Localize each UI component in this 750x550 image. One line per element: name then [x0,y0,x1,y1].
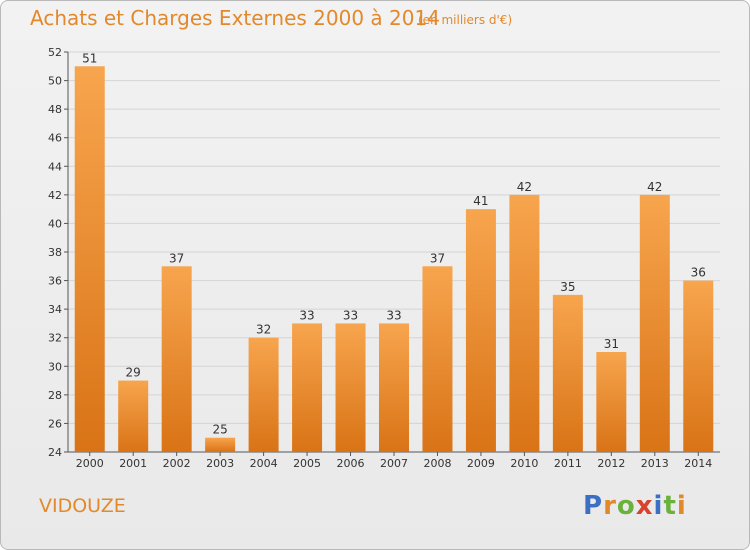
chart-title: Achats et Charges Externes 2000 à 2014 [30,6,440,30]
bar-2010 [509,194,540,452]
x-tick-label: 2010 [510,457,538,470]
x-tick-label: 2000 [76,457,104,470]
logo-letter: i [653,491,664,521]
x-tick-label: 2013 [641,457,669,470]
x-tick-label: 2001 [119,457,147,470]
y-tick-label: 44 [48,160,62,173]
bar-2000 [74,66,105,453]
x-tick-label: 2007 [380,457,408,470]
value-label: 32 [256,323,271,337]
place-name: VIDOUZE [39,495,126,517]
value-label: 41 [473,194,488,208]
y-tick-label: 32 [48,332,62,345]
chart-subtitle: (en milliers d'€) [418,13,513,27]
logo-letter: o [616,491,636,521]
logo-letter: i [676,491,687,521]
y-tick-label: 42 [48,189,62,202]
value-label: 29 [126,366,141,380]
proxiti-logo: Proxiti [583,491,687,521]
bar-2014 [683,280,714,452]
value-label: 33 [343,308,358,322]
logo-letter: r [603,491,617,521]
value-label: 33 [386,308,401,322]
value-label: 31 [604,337,619,351]
value-label: 33 [299,308,314,322]
y-tick-label: 48 [48,103,62,116]
logo-letter: P [583,491,604,521]
bar-2005 [292,323,323,452]
y-tick-label: 38 [48,246,62,259]
value-label: 42 [517,180,532,194]
logo-letter: x [635,491,654,521]
y-tick-label: 30 [48,360,62,373]
value-label: 35 [560,280,575,294]
bar-2009 [465,209,496,452]
bar-2003 [205,437,236,452]
bar-2004 [248,337,279,452]
bar-2013 [639,194,670,452]
x-tick-label: 2006 [337,457,365,470]
value-label: 37 [430,251,445,265]
x-tick-label: 2008 [423,457,451,470]
y-tick-label: 28 [48,389,62,402]
x-tick-label: 2011 [554,457,582,470]
y-tick-label: 40 [48,217,62,230]
value-label: 37 [169,251,184,265]
value-label: 42 [647,180,662,194]
x-tick-label: 2014 [684,457,712,470]
bar-2001 [118,380,149,452]
value-label: 25 [212,423,227,437]
value-label: 51 [82,51,97,65]
bar-2011 [552,294,583,452]
y-tick-label: 36 [48,275,62,288]
value-label: 36 [691,266,706,280]
y-tick-label: 50 [48,75,62,88]
x-tick-label: 2002 [163,457,191,470]
y-tick-label: 46 [48,132,62,145]
logo-letter: t [663,491,677,521]
data-labels: 51 29 37 25 32 33 33 33 37 41 42 35 31 42 36 [82,51,706,436]
x-tick-label: 2009 [467,457,495,470]
y-tick-label: 34 [48,303,62,316]
x-tick-label: 2005 [293,457,321,470]
bar-2007 [379,323,409,452]
y-tick-label: 52 [48,46,62,59]
bar-2012 [596,352,627,452]
bar-2008 [422,266,453,452]
bars [74,66,714,453]
x-tick-label: 2012 [597,457,625,470]
y-tick-label: 26 [48,417,62,430]
bar-2006 [335,323,366,452]
x-tick-label: 2003 [206,457,234,470]
x-tick-label: 2004 [250,457,278,470]
bar-2002 [161,266,192,452]
y-tick-label: 24 [48,446,62,459]
